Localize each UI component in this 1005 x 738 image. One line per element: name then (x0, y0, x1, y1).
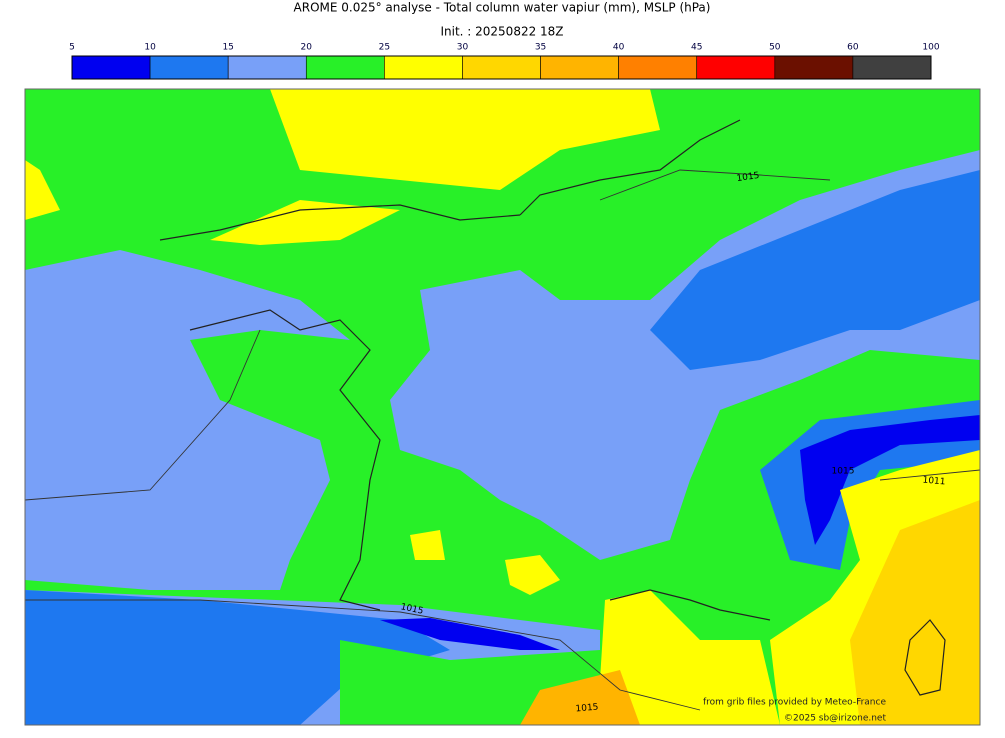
contour-labels: 1015 1015 1011 1015 1015 (400, 171, 946, 715)
colorbar-segment (71, 55, 151, 80)
contour-label: 1015 (832, 467, 855, 477)
map: 1015 1015 1011 1015 1015 from grib files… (25, 89, 980, 725)
isobar (25, 329, 261, 501)
field-yellow (410, 530, 560, 595)
isobars (25, 169, 980, 711)
title: AROME 0.025° analyse - Total column wate… (294, 1, 711, 15)
field-blue (650, 170, 980, 370)
colorbar-label: 45 (691, 43, 702, 53)
map-frame (24, 88, 981, 726)
colorbar: 5 10 15 20 25 30 35 40 45 50 60 100 (69, 43, 940, 80)
colorbar-label: 50 (769, 43, 781, 53)
colorbar-segment (774, 55, 854, 80)
coastline (519, 119, 741, 216)
field-gold (850, 500, 980, 725)
isobar (25, 599, 701, 711)
field-yellow (600, 590, 780, 725)
field-dark-blue (380, 618, 560, 650)
contour-label: 1015 (736, 171, 760, 184)
contour-label: 1015 (575, 703, 599, 715)
field-orange (520, 670, 640, 725)
field-light-blue (25, 250, 350, 590)
colorbar-segment (540, 55, 619, 80)
colorbar-label: 35 (535, 43, 546, 53)
colorbar-segment (227, 55, 307, 80)
credit: from grib files provided by Meteo-France (703, 698, 886, 708)
colorbar-label: 20 (301, 43, 313, 53)
colorbar-label: 25 (379, 43, 390, 53)
contour-label: 1015 (400, 602, 424, 617)
field-blue (25, 590, 450, 725)
colorbar-segment (852, 55, 932, 80)
colorbar-segment (305, 55, 385, 80)
colorbar-segment (618, 55, 698, 80)
isobar (879, 469, 980, 481)
coastline (904, 619, 946, 696)
colorbar-segment (384, 55, 463, 80)
field-yellow (210, 200, 400, 245)
coastline (609, 589, 771, 621)
colorbar-label: 5 (69, 43, 75, 53)
field-dark-blue (800, 415, 980, 545)
subtitle: Init. : 20250822 18Z (440, 25, 563, 39)
coastline (189, 309, 381, 611)
coastlines (159, 119, 946, 696)
field-yellow (25, 160, 60, 220)
isobar (599, 169, 831, 201)
credit: ©2025 sb@irizone.net (784, 714, 886, 724)
colorbar-label: 40 (613, 43, 625, 53)
colorbar-frame (71, 55, 932, 80)
colorbar-segment (149, 55, 229, 80)
colorbar-label: 15 (222, 43, 233, 53)
field-yellow (270, 89, 660, 190)
colorbar-segment (696, 55, 776, 80)
colorbar-label: 10 (144, 43, 156, 53)
coastline (159, 204, 521, 241)
colorbar-segment (462, 55, 541, 80)
colorbar-label: 100 (922, 43, 939, 53)
colorbar-label: 60 (847, 43, 859, 53)
colorbar-label: 30 (457, 43, 469, 53)
contour-label: 1011 (922, 476, 946, 488)
